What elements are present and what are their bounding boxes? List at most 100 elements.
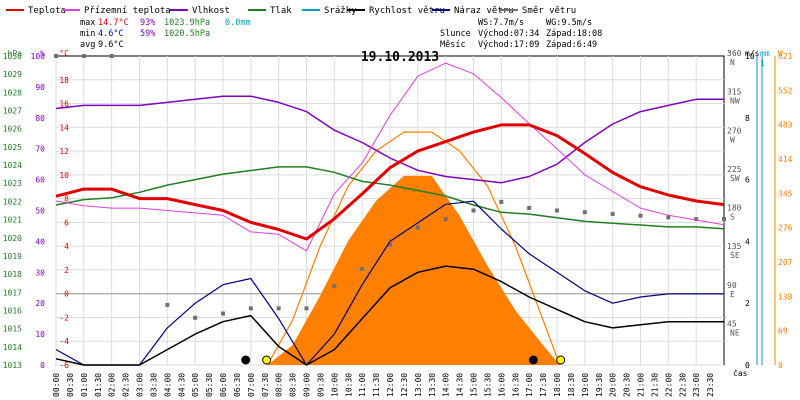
humidity-tick-4: 60 xyxy=(35,176,45,185)
solar-tick-8: 69 xyxy=(778,327,788,336)
series-sm-r-v-tru-point-12 xyxy=(388,242,392,247)
series-sm-r-v-tru-point-23 xyxy=(694,217,699,222)
hpa-unit: hPa xyxy=(8,49,23,58)
x-tick-41: 20:30 xyxy=(623,373,632,397)
series-sm-r-v-tru-point-16 xyxy=(499,199,504,204)
x-tick-20: 10:00 xyxy=(330,373,339,397)
x-tick-31: 15:30 xyxy=(483,373,492,397)
moonset: Západ:6:49 xyxy=(546,40,597,50)
series-theoretical-solar xyxy=(266,131,561,366)
hpa-tick-2: 1028 xyxy=(3,88,22,97)
rain-tick-0: 1 xyxy=(760,59,765,68)
series-p-zemn-teplota xyxy=(55,62,725,252)
x-tick-6: 03:00 xyxy=(136,373,145,397)
x-tick-38: 19:00 xyxy=(581,373,590,397)
temp-tick-12: -6 xyxy=(59,361,69,370)
hpa-tick-13: 1017 xyxy=(3,288,22,297)
x-tick-8: 04:00 xyxy=(163,373,172,397)
humidity-unit: % xyxy=(40,49,45,58)
x-tick-39: 19:30 xyxy=(595,373,604,397)
direction-tick-0: 360 xyxy=(727,49,742,58)
wind-unit: m/s xyxy=(745,49,760,58)
x-tick-26: 13:00 xyxy=(414,373,423,397)
direction-tick-1: 315 xyxy=(727,88,742,97)
series-sm-r-v-tru-point-11 xyxy=(360,266,365,271)
sunset-marker xyxy=(556,355,566,365)
hpa-tick-3: 1027 xyxy=(3,107,22,116)
stat-max-label: max xyxy=(80,18,95,28)
x-tick-27: 13:30 xyxy=(428,373,437,397)
solar-tick-3: 414 xyxy=(778,155,793,164)
x-tick-4: 02:00 xyxy=(108,373,117,397)
series-sm-r-v-tru-point-7 xyxy=(248,306,253,311)
solar-unit: W xyxy=(778,49,783,58)
temp-tick-2: 14 xyxy=(59,123,69,132)
x-tick-43: 21:30 xyxy=(650,373,659,397)
x-tick-29: 14:30 xyxy=(456,373,465,397)
wind-tick-1: 8 xyxy=(745,114,750,123)
wind-tick-5: 0 xyxy=(745,361,750,370)
wind-tick-0: 10 xyxy=(745,52,755,61)
stat-min-press: 1020.5hPa xyxy=(164,29,210,39)
x-tick-24: 12:00 xyxy=(386,373,395,397)
hpa-tick-12: 1018 xyxy=(3,270,22,279)
x-tick-19: 09:30 xyxy=(316,373,325,397)
hpa-tick-0: 1030 xyxy=(3,52,22,61)
legend-label-5: Rychlost větru xyxy=(369,6,445,16)
x-tick-11: 05:30 xyxy=(205,373,214,397)
sunset: Západ:18:08 xyxy=(546,29,602,39)
hpa-tick-7: 1023 xyxy=(3,179,22,188)
direction-tick-2: 270 xyxy=(727,126,742,135)
series-sm-r-v-tru-point-9 xyxy=(304,306,309,311)
wind-tick-3: 4 xyxy=(745,237,750,246)
stat-min-label: min xyxy=(80,29,95,39)
series-tlak xyxy=(55,166,725,230)
moonrise: Východ:17:09 xyxy=(478,40,539,50)
wind-tick-2: 6 xyxy=(745,176,750,185)
series-sm-r-v-tru-point-18 xyxy=(555,208,559,213)
axes: 00:00 00:30 01:00 01:30 02:00 02:30 03:00 03:30… xyxy=(3,49,793,397)
stats-block: max 14.7°C 93% 1023.9hPa 0.0mm min 4.6°C… xyxy=(80,18,251,50)
x-tick-14: 07:00 xyxy=(247,373,256,397)
series-sm-r-v-tru-point-21 xyxy=(638,213,643,218)
x-tick-44: 22:00 xyxy=(664,373,673,397)
legend-label-4: Srážky xyxy=(324,6,357,16)
x-tick-35: 17:30 xyxy=(539,373,548,397)
x-tick-5: 02:30 xyxy=(122,373,131,397)
humidity-tick-2: 80 xyxy=(35,114,45,123)
moonrise-marker xyxy=(528,355,538,365)
x-tick-28: 14:00 xyxy=(442,373,451,397)
x-tick-18: 09:00 xyxy=(303,373,312,397)
x-tick-15: 07:30 xyxy=(261,373,270,397)
legend-label-0: Teplota xyxy=(28,6,66,16)
sun-label: Slunce xyxy=(440,29,471,39)
direction-label-0: N xyxy=(730,58,735,67)
solar-tick-6: 207 xyxy=(778,258,793,267)
rain-unit: mm xyxy=(760,49,770,58)
solar-tick-1: 552 xyxy=(778,86,793,95)
wind-gust-info: WG:9.5m/s xyxy=(546,18,592,28)
x-tick-33: 16:30 xyxy=(511,373,520,397)
chart-title: 19.10.2013 xyxy=(361,50,439,65)
series-sm-r-v-tru-point-5 xyxy=(193,315,198,320)
x-tick-7: 03:30 xyxy=(149,373,158,397)
solar-tick-9: 0 xyxy=(778,361,783,370)
stat-min-hum: 59% xyxy=(140,29,155,39)
x-tick-10: 05:00 xyxy=(191,373,200,397)
temp-tick-4: 10 xyxy=(59,171,69,180)
solar-tick-2: 483 xyxy=(778,121,793,130)
direction-tick-5: 135 xyxy=(727,242,742,251)
series-sm-r-v-tru-point-10 xyxy=(332,284,337,289)
temp-tick-10: -2 xyxy=(59,313,69,322)
direction-label-6: E xyxy=(730,290,735,299)
direction-label-1: NW xyxy=(730,97,740,106)
series-vlhkost xyxy=(55,95,724,184)
legend-label-6: Náraz větru xyxy=(454,6,514,16)
temp-tick-9: 0 xyxy=(64,290,69,299)
x-tick-42: 21:00 xyxy=(637,373,646,397)
direction-tick-6: 90 xyxy=(727,281,737,290)
direction-label-5: SE xyxy=(730,251,740,260)
solar-tick-7: 138 xyxy=(778,292,793,301)
x-tick-46: 23:00 xyxy=(692,373,701,397)
hpa-tick-1: 1029 xyxy=(3,70,22,79)
